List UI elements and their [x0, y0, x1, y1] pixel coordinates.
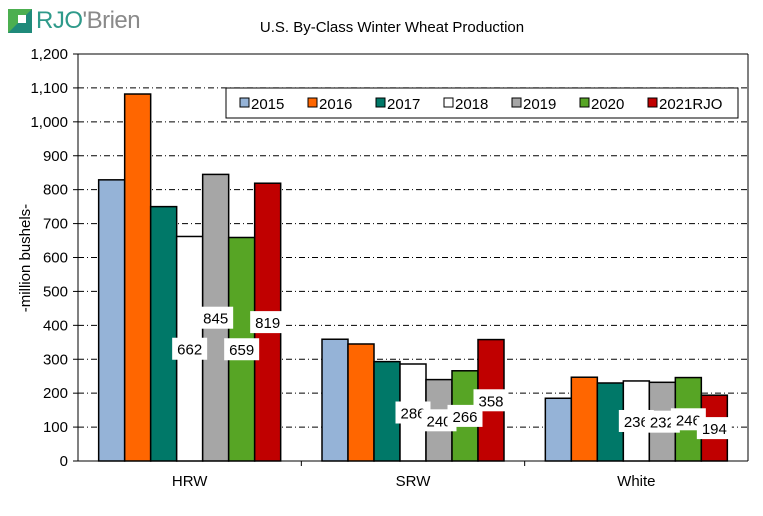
legend-item: 2016: [307, 96, 352, 113]
legend-label: 2021RJO: [659, 96, 722, 113]
data-label: 358: [478, 393, 503, 410]
data-label: 240: [426, 413, 451, 430]
legend-item: 2019: [511, 96, 556, 113]
legend-item: 2017: [375, 96, 420, 113]
y-tick-label: 800: [43, 182, 68, 199]
legend-item: 2020: [579, 96, 624, 113]
legend-label: 2015: [251, 96, 284, 113]
logo-brien: 'Brien: [82, 7, 141, 34]
y-tick-label: 0: [60, 453, 68, 470]
logo-rjo: RJO: [36, 7, 83, 34]
y-tick-label: 200: [43, 385, 68, 402]
y-tick-label: 300: [43, 351, 68, 368]
rjobrien-logo: RJO'Brien: [8, 7, 141, 35]
legend-swatch-icon: [647, 97, 658, 108]
data-label: 286: [400, 405, 425, 422]
y-tick-label: 100: [43, 419, 68, 436]
bar-2015-SRW: [321, 338, 349, 462]
bar-2016-White: [570, 376, 599, 462]
bar-2015-White: [544, 397, 573, 462]
data-label-bg: [172, 337, 208, 360]
legend-swatch-icon: [511, 97, 522, 108]
data-label-bg: [198, 306, 234, 329]
y-axis-label: -million bushels-: [17, 204, 34, 312]
data-label: 246: [676, 412, 701, 429]
legend-item: 2018: [443, 96, 488, 113]
legend-label: 2018: [455, 96, 488, 113]
legend-label: 2019: [523, 96, 556, 113]
x-tick-label: SRW: [396, 473, 432, 490]
legend-label: 2020: [591, 96, 624, 113]
data-label: 659: [229, 342, 254, 359]
legend-swatch-icon: [375, 97, 386, 108]
data-label-bg: [224, 338, 260, 361]
legend-label: 2016: [319, 96, 352, 113]
logo-mark-icon: [8, 9, 32, 33]
y-tick-label: 1,000: [30, 114, 68, 131]
y-tick-label: 700: [43, 216, 68, 233]
data-label-bg: [250, 311, 286, 334]
legend-swatch-icon: [239, 97, 250, 108]
bar-2015-HRW: [97, 179, 126, 462]
data-label: 662: [177, 342, 202, 359]
x-tick-label: White: [617, 473, 655, 490]
legend-label: 2017: [387, 96, 420, 113]
x-tick-label: HRW: [172, 473, 208, 490]
data-label: 194: [702, 421, 727, 438]
bar-2017-HRW: [149, 205, 178, 462]
legend-item: 2015: [239, 96, 284, 113]
y-tick-label: 900: [43, 148, 68, 165]
bar-2016-SRW: [347, 343, 375, 462]
legend-item: 2021RJO: [647, 96, 722, 113]
bar-2016-HRW: [123, 93, 152, 462]
data-label: 236: [624, 414, 649, 431]
y-tick-label: 600: [43, 250, 68, 267]
legend-swatch-icon: [579, 97, 590, 108]
data-label: 266: [452, 409, 477, 426]
chart-title: U.S. By-Class Winter Wheat Production: [260, 19, 524, 36]
data-label: 232: [650, 415, 675, 432]
legend-swatch-icon: [443, 97, 454, 108]
y-tick-label: 1,100: [30, 80, 68, 97]
y-tick-label: 500: [43, 283, 68, 300]
data-label-bg: [473, 389, 509, 412]
legend-swatch-icon: [307, 97, 318, 108]
data-label: 819: [255, 315, 280, 332]
axes: 0 100 200 300 400 500 600 700 800 900 1,000 1,100 1,…: [30, 46, 749, 490]
y-tick-label: 400: [43, 317, 68, 334]
data-label-bg: [696, 417, 732, 440]
data-label: 845: [203, 311, 228, 328]
logo-text: RJO'Brien: [36, 7, 141, 35]
legend: 2015 2016 2017 2018 2019 2020 2021RJO: [225, 87, 739, 119]
y-tick-label: 1,200: [30, 46, 68, 63]
